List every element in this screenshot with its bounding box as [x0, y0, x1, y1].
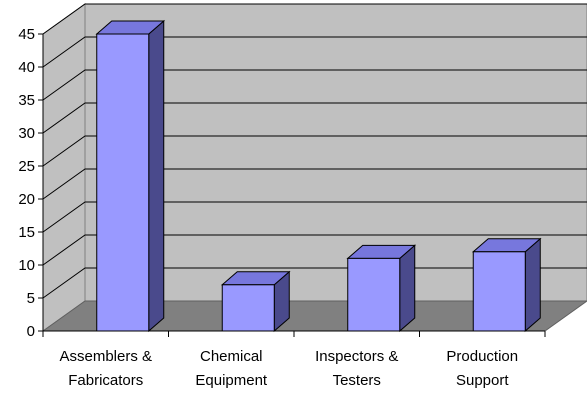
gridline [42, 267, 587, 299]
gridline [42, 135, 587, 167]
y-tick-label: 15 [18, 224, 35, 241]
bar-side [524, 237, 541, 333]
x-tick-label: Support [456, 372, 509, 389]
gridline [42, 102, 587, 134]
x-tick-label: Assemblers & [59, 348, 152, 365]
y-tick-label: 0 [27, 323, 35, 340]
x-tick-label: Inspectors & [315, 348, 398, 365]
x-tick-label: Equipment [195, 372, 268, 389]
gridline [42, 201, 587, 233]
bar [96, 33, 150, 332]
y-tick-label: 35 [18, 92, 35, 109]
bar [347, 257, 401, 332]
y-tick-label: 20 [18, 191, 35, 208]
gridline [42, 3, 587, 35]
x-tick-label: Testers [333, 372, 381, 389]
gridline [42, 234, 587, 266]
gridline [42, 168, 587, 200]
x-tick-label: Chemical [200, 348, 263, 365]
y-tick-label: 25 [18, 158, 35, 175]
y-tick-label: 40 [18, 59, 35, 76]
chart-side-wall [42, 3, 86, 332]
bar [472, 251, 526, 332]
bar [221, 284, 275, 332]
x-tick-label: Production [446, 348, 518, 365]
x-tick-label: Fabricators [68, 372, 143, 389]
y-tick-label: 10 [18, 257, 35, 274]
bar-side [399, 244, 416, 333]
y-tick-label: 5 [27, 290, 35, 307]
y-tick-label: 45 [18, 26, 35, 43]
y-tick-label: 30 [18, 125, 35, 142]
bar-side [148, 19, 165, 333]
gridline [42, 36, 587, 68]
gridline [42, 69, 587, 101]
